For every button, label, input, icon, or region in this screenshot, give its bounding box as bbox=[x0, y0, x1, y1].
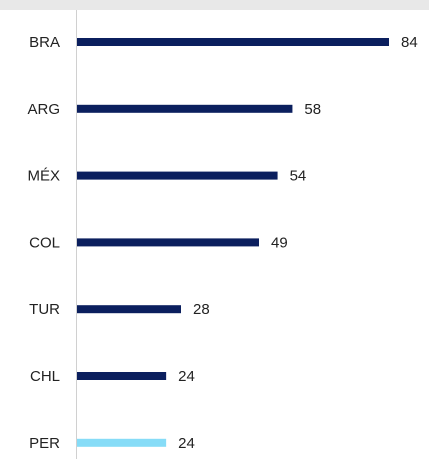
value-label: 24 bbox=[178, 368, 195, 385]
bar bbox=[77, 38, 389, 46]
value-label: 58 bbox=[304, 101, 321, 118]
category-label: PER bbox=[29, 435, 60, 452]
bar bbox=[77, 238, 259, 247]
category-label: TUR bbox=[29, 301, 60, 318]
value-label: 49 bbox=[271, 234, 288, 251]
top-band bbox=[0, 0, 429, 10]
category-label: COL bbox=[29, 234, 60, 251]
category-label: ARG bbox=[27, 101, 60, 118]
category-label: CHL bbox=[30, 368, 60, 385]
value-label: 84 bbox=[401, 34, 418, 51]
value-label: 28 bbox=[193, 301, 210, 318]
value-label: 54 bbox=[290, 168, 307, 185]
bar bbox=[77, 305, 181, 314]
bar bbox=[77, 438, 167, 447]
category-label: BRA bbox=[29, 34, 60, 51]
bar bbox=[77, 104, 293, 113]
bar bbox=[77, 372, 167, 380]
value-label: 24 bbox=[178, 435, 195, 452]
category-label: MÉX bbox=[27, 168, 60, 185]
bar bbox=[77, 171, 278, 180]
